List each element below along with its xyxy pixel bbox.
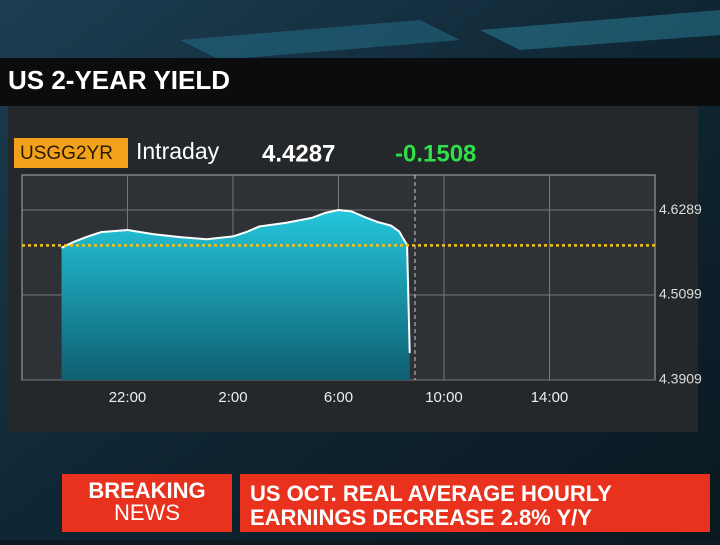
- title-bar: [0, 58, 720, 106]
- y-tick-label: 4.3909: [659, 371, 702, 387]
- streak: [480, 10, 720, 50]
- area: [61, 209, 410, 380]
- x-tick-label: 22:00: [109, 389, 147, 406]
- title: US 2-YEAR YIELD: [8, 65, 230, 95]
- headline-box: [240, 474, 710, 532]
- news-label: NEWS: [114, 500, 180, 525]
- x-tick-label: 10:00: [425, 389, 463, 406]
- breaking-box: [62, 474, 232, 532]
- breaking-label: BREAKING: [88, 478, 205, 503]
- plot: 4.3909 4.5099 4.6289 22:00 2:00 6:00 10:00 14:0…: [22, 175, 702, 406]
- ticker-box: [14, 138, 128, 168]
- streak: [180, 20, 460, 60]
- x-tick-label: 2:00: [218, 389, 247, 406]
- headline-line: US OCT. REAL AVERAGE HOURLY: [250, 481, 612, 506]
- x-tick-label: 6:00: [324, 389, 353, 406]
- y-tick-label: 4.6289: [659, 201, 702, 217]
- last-value: 4.4287: [262, 140, 335, 167]
- period: Intraday: [136, 138, 220, 164]
- line: [61, 208, 411, 354]
- headline-line: EARNINGS DECREASE 2.8% Y/Y: [250, 505, 592, 530]
- change: -0.1508: [395, 140, 476, 167]
- x-tick-label: 14:00: [531, 389, 569, 406]
- ticker: USGG2YR: [20, 143, 113, 164]
- y-tick-label: 4.5099: [659, 286, 702, 302]
